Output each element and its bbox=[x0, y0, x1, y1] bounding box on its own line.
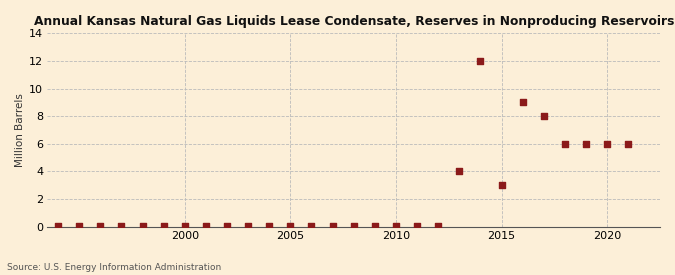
Point bbox=[602, 142, 613, 146]
Title: Annual Kansas Natural Gas Liquids Lease Condensate, Reserves in Nonproducing Res: Annual Kansas Natural Gas Liquids Lease … bbox=[34, 15, 674, 28]
Point bbox=[158, 224, 169, 228]
Point bbox=[560, 142, 570, 146]
Point bbox=[475, 59, 486, 63]
Point bbox=[517, 100, 528, 104]
Point bbox=[221, 224, 232, 228]
Point bbox=[137, 224, 148, 228]
Point bbox=[496, 183, 507, 187]
Point bbox=[264, 224, 275, 228]
Point bbox=[116, 224, 127, 228]
Point bbox=[53, 224, 63, 228]
Point bbox=[433, 224, 443, 228]
Point bbox=[285, 224, 296, 228]
Point bbox=[327, 224, 338, 228]
Point bbox=[74, 224, 84, 228]
Point bbox=[243, 224, 254, 228]
Point bbox=[580, 142, 591, 146]
Point bbox=[539, 114, 549, 118]
Point bbox=[306, 224, 317, 228]
Point bbox=[180, 224, 190, 228]
Point bbox=[369, 224, 380, 228]
Point bbox=[412, 224, 423, 228]
Point bbox=[391, 224, 402, 228]
Point bbox=[348, 224, 359, 228]
Point bbox=[32, 224, 43, 228]
Text: Source: U.S. Energy Information Administration: Source: U.S. Energy Information Administ… bbox=[7, 263, 221, 272]
Point bbox=[454, 169, 465, 174]
Point bbox=[95, 224, 106, 228]
Y-axis label: Million Barrels: Million Barrels bbox=[15, 93, 25, 167]
Point bbox=[623, 142, 634, 146]
Point bbox=[200, 224, 211, 228]
